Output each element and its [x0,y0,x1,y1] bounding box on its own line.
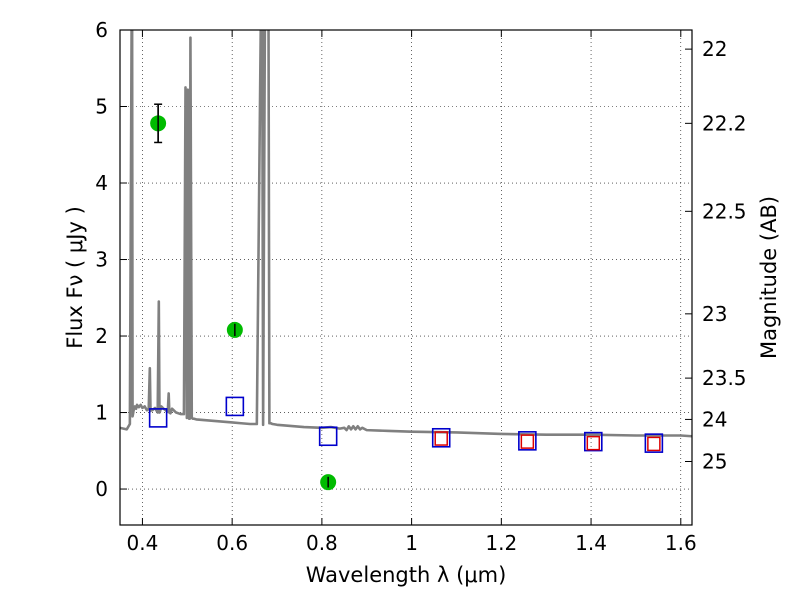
other-square [647,436,661,452]
y-tick-label: 2 [95,324,108,348]
x-tick-label: 0.6 [216,531,248,555]
x-tick-label: 0.8 [306,531,338,555]
y-axis-title: Flux Fν ( μJy ) [63,206,87,349]
y-tick-label: 1 [95,401,108,425]
x-tick-label: 1.2 [485,531,517,555]
mag-tick-label: 24 [702,407,727,431]
x-tick-label: 1.4 [575,531,607,555]
y-tick-label: 4 [95,171,108,195]
other-square [520,434,535,449]
y-tick-label: 0 [95,477,108,501]
mag-tick-label: 23 [702,302,727,326]
model-square [584,431,603,452]
mag-tick-label: 23.5 [702,366,747,390]
spectrum-line [120,30,692,438]
mag-tick-label: 22 [702,37,727,61]
mag-tick-label: 22.5 [702,199,747,223]
model-square [431,427,451,448]
x-axis-title: Wavelength λ (μm) [306,563,507,587]
mag-tick-label: 22.2 [702,111,747,135]
x-tick-label: 1 [405,531,418,555]
model-square [518,431,537,451]
model-square [225,396,245,417]
model-square [148,408,168,428]
other-square [434,431,448,446]
y2-axis-title: Magnitude (AB) [757,196,781,359]
other-square [586,435,601,451]
model-square [318,426,338,447]
y-tick-label: 5 [95,95,108,119]
model-square [644,433,664,453]
plot-frame [119,29,693,526]
x-tick-label: 1.6 [665,531,697,555]
y-tick-label: 3 [95,248,108,272]
mag-tick-label: 25 [702,449,727,473]
x-tick-label: 0.4 [127,531,159,555]
y-tick-label: 6 [95,18,108,42]
